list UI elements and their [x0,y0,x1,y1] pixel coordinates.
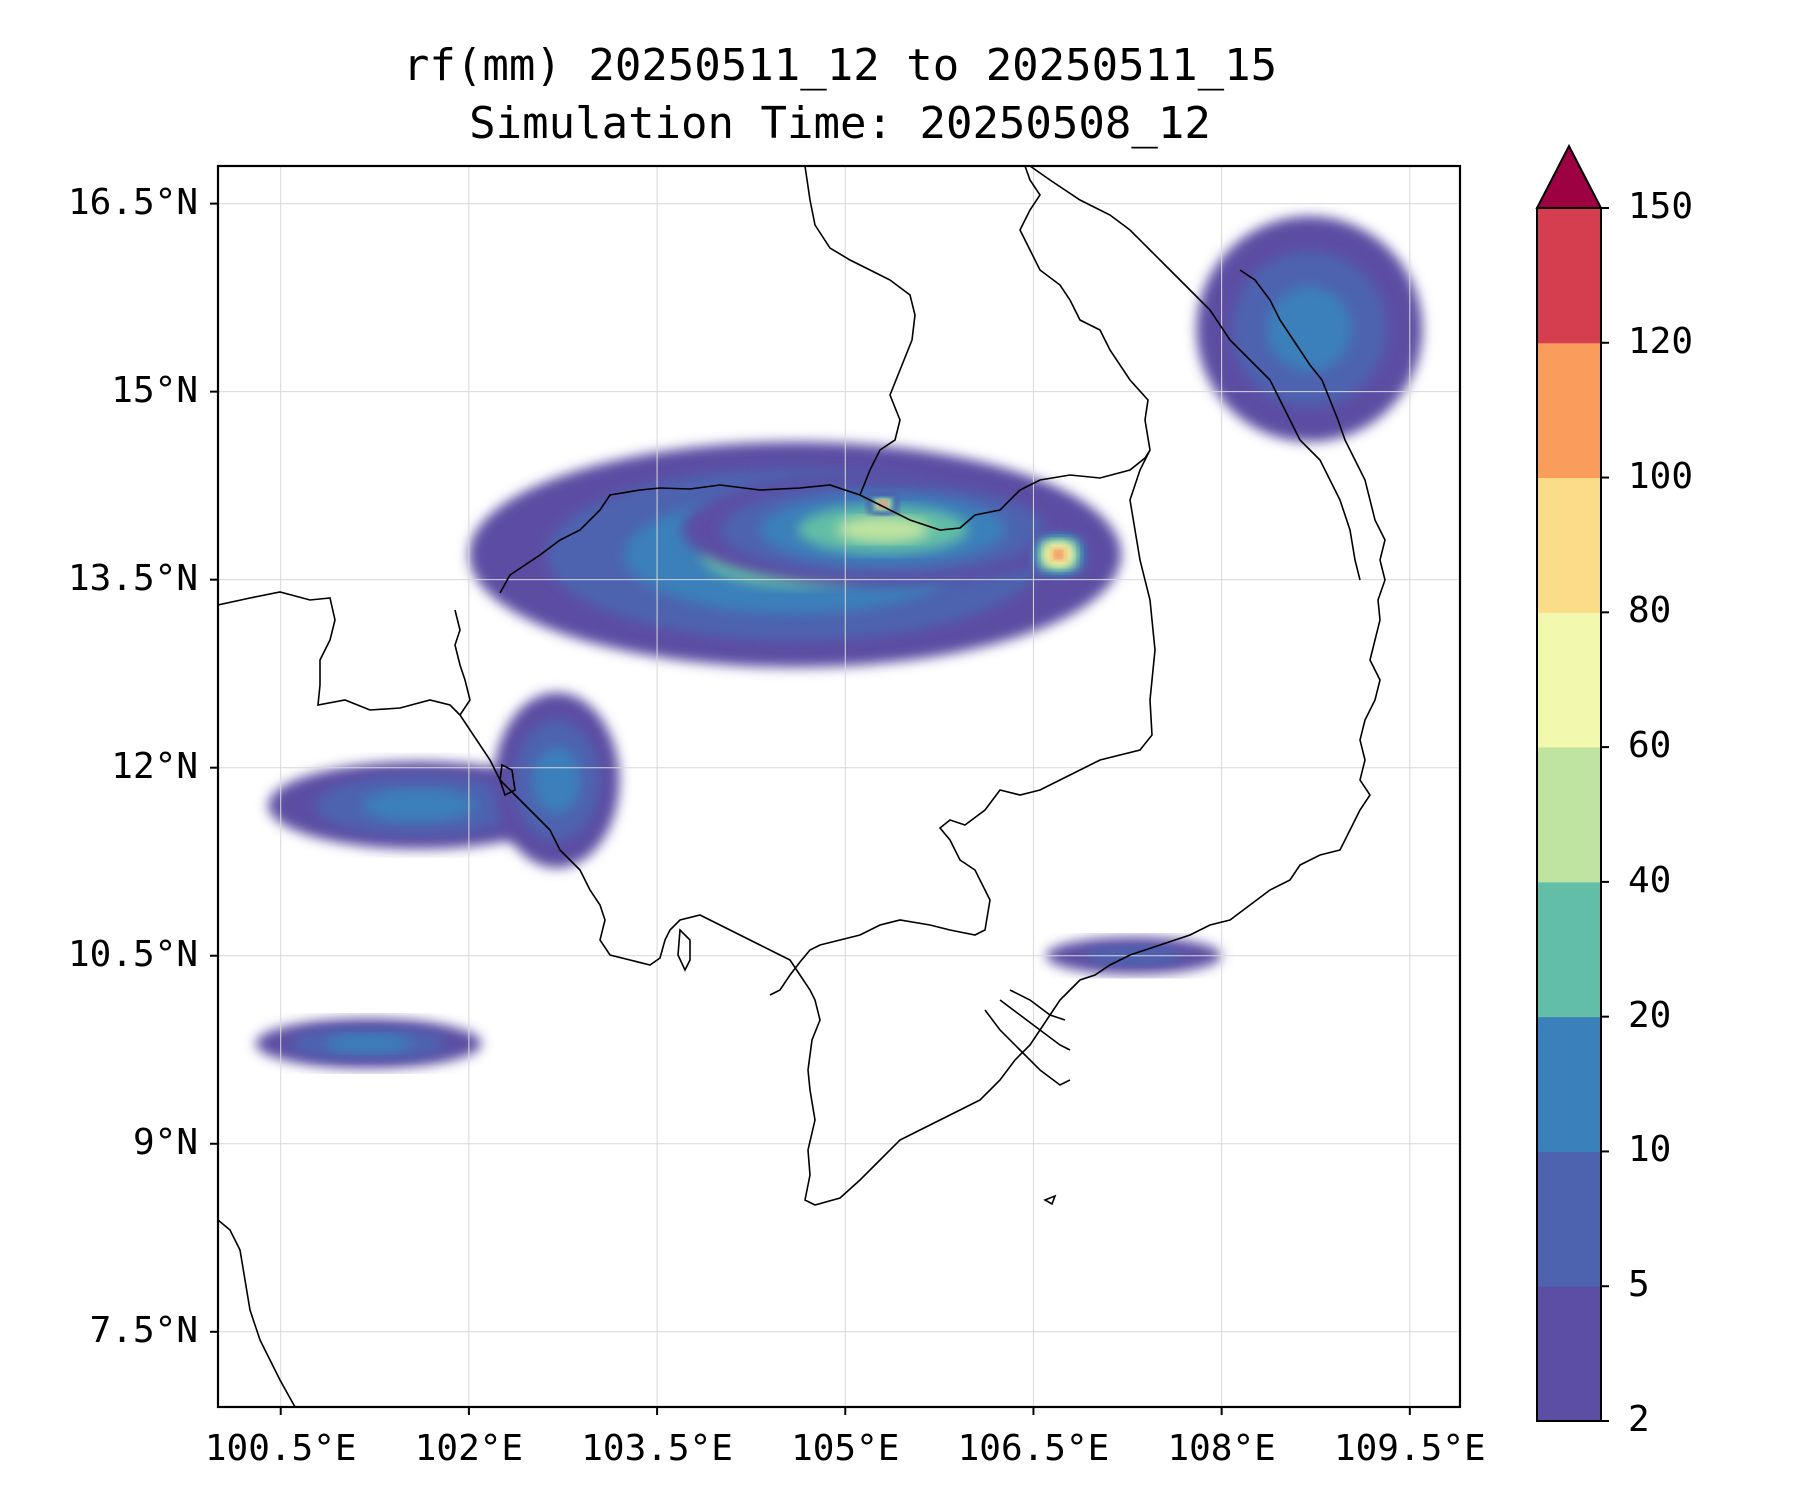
colorbar-tick-label: 20 [1628,994,1672,1036]
colorbar-tick-label: 120 [1628,320,1694,362]
lat-tick-label: 15°N [111,369,198,411]
coastline-malay-peninsula [218,1219,296,1407]
lat-tick-label: 12°N [111,745,198,787]
colorbar-tick-label: 2 [1628,1399,1650,1440]
coastline-thailand-east [454,609,471,716]
lon-tick-label: 109.5°E [1333,1428,1486,1469]
border-laos-vietnam [974,449,1151,516]
colorbar-segment-3 [1537,881,1601,1018]
mekong-channel-3 [1009,989,1066,1021]
island-small-1 [1043,1194,1057,1206]
rain-region-3-level-8 [878,500,887,509]
rain-region-1-level-4 [836,516,930,543]
mekong-channel-1 [984,1009,1071,1086]
island-koh-kong [499,763,516,797]
colorbar-segment-0 [1537,1286,1601,1422]
colorbar-segment-8 [1537,208,1601,344]
lon-tick-label: 108°E [1167,1428,1276,1469]
border-cambodia-vietnam [769,449,1156,996]
map-frame [216,164,1462,1409]
country-borders-and-coastlines [218,166,1386,1407]
border-thailand-myanmar [218,591,461,716]
rainfall-contours [255,216,1423,1069]
lon-tick-label: 106.5°E [957,1428,1110,1469]
lat-tick-label: 13.5°N [67,557,198,599]
mekong-channel-2 [999,999,1071,1051]
lat-tick-label: 10.5°N [67,933,198,975]
border-laos-vietnam-north [1029,166,1361,581]
border-thailand-cambodia [499,484,976,594]
colorbar-tick-label: 150 [1628,186,1694,227]
gridlines [218,166,1460,1407]
lat-tick-label: 16.5°N [67,181,198,223]
rain-region-5-level-2 [362,788,476,822]
colorbar-segment-1 [1537,1151,1601,1287]
lon-tick-label: 102°E [414,1428,524,1469]
colorbar-segment-2 [1537,1016,1601,1152]
colorbar-segment-6 [1537,477,1601,613]
colorbar-tick-label: 10 [1628,1129,1672,1171]
colorbar-segment-5 [1537,612,1601,748]
colorbar-tick-label: 80 [1628,590,1672,632]
colorbar-tick-label: 40 [1628,859,1672,901]
lat-tick-label: 7.5°N [89,1309,198,1351]
coastline-gulf-of-thailand [459,559,1386,1206]
colorbar-extend-arrow [1535,143,1603,209]
lat-tick-label: 9°N [132,1121,198,1163]
colorbar-tick-label: 60 [1628,725,1672,767]
colorbar-frame [1536,207,1602,1422]
lon-tick-label: 105°E [791,1428,900,1469]
colorbar-tick-label: 5 [1628,1264,1650,1306]
map-title-line1: rf(mm) 20250511_12 to 20250511_15 [402,40,1278,91]
border-laos-cambodia-west [804,166,916,496]
rain-region-4-level-2 [1267,286,1352,372]
map-title-line2: Simulation Time: 20250508_12 [469,98,1211,149]
lon-tick-label: 100.5°E [204,1428,357,1469]
rain-region-7-level-2 [326,1034,411,1053]
coastline-vietnam-central [1239,269,1386,561]
lon-tick-label: 103.5°E [581,1428,733,1469]
island-phu-quoc [677,928,691,972]
rain-region-2-level-8 [1054,550,1063,559]
colorbar [1535,143,1609,1422]
colorbar-tick-label: 100 [1628,455,1694,497]
axis-ticks [210,202,1411,1415]
colorbar-segment-7 [1537,342,1601,479]
colorbar-segment-4 [1537,747,1601,883]
border-laos-thailand [1019,166,1151,451]
rain-region-6-level-2 [533,747,581,814]
